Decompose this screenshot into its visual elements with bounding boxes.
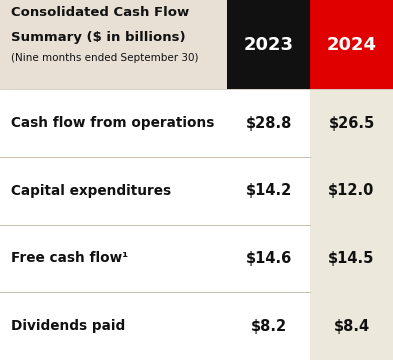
Bar xyxy=(0,89,227,157)
Text: $8.2: $8.2 xyxy=(251,319,286,334)
Text: $14.5: $14.5 xyxy=(328,251,375,266)
Text: 2024: 2024 xyxy=(327,36,376,54)
Text: $14.6: $14.6 xyxy=(246,251,292,266)
Bar xyxy=(310,157,393,225)
Bar xyxy=(310,89,393,157)
Text: $12.0: $12.0 xyxy=(328,183,375,198)
Bar xyxy=(0,157,227,225)
Bar xyxy=(310,225,393,292)
Bar xyxy=(0,0,227,89)
Bar xyxy=(0,225,227,292)
Text: Summary ($ in billions): Summary ($ in billions) xyxy=(11,31,185,44)
Text: Capital expenditures: Capital expenditures xyxy=(11,184,171,198)
Text: $14.2: $14.2 xyxy=(246,183,292,198)
Text: Dividends paid: Dividends paid xyxy=(11,319,125,333)
Text: Cash flow from operations: Cash flow from operations xyxy=(11,116,214,130)
Text: (Nine months ended September 30): (Nine months ended September 30) xyxy=(11,53,198,63)
Bar xyxy=(310,0,393,89)
Bar xyxy=(227,157,310,225)
Text: $28.8: $28.8 xyxy=(245,116,292,131)
Bar xyxy=(227,225,310,292)
Bar xyxy=(227,89,310,157)
Text: $26.5: $26.5 xyxy=(329,116,375,131)
Text: 2023: 2023 xyxy=(244,36,294,54)
Bar xyxy=(227,292,310,360)
Text: Consolidated Cash Flow: Consolidated Cash Flow xyxy=(11,6,189,19)
Text: Free cash flow¹: Free cash flow¹ xyxy=(11,252,128,265)
Bar xyxy=(310,292,393,360)
Bar xyxy=(227,0,310,89)
Text: $8.4: $8.4 xyxy=(334,319,369,334)
Bar xyxy=(0,292,227,360)
